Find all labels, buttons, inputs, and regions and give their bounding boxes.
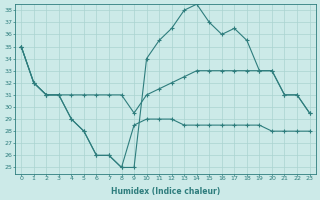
X-axis label: Humidex (Indice chaleur): Humidex (Indice chaleur): [111, 187, 220, 196]
